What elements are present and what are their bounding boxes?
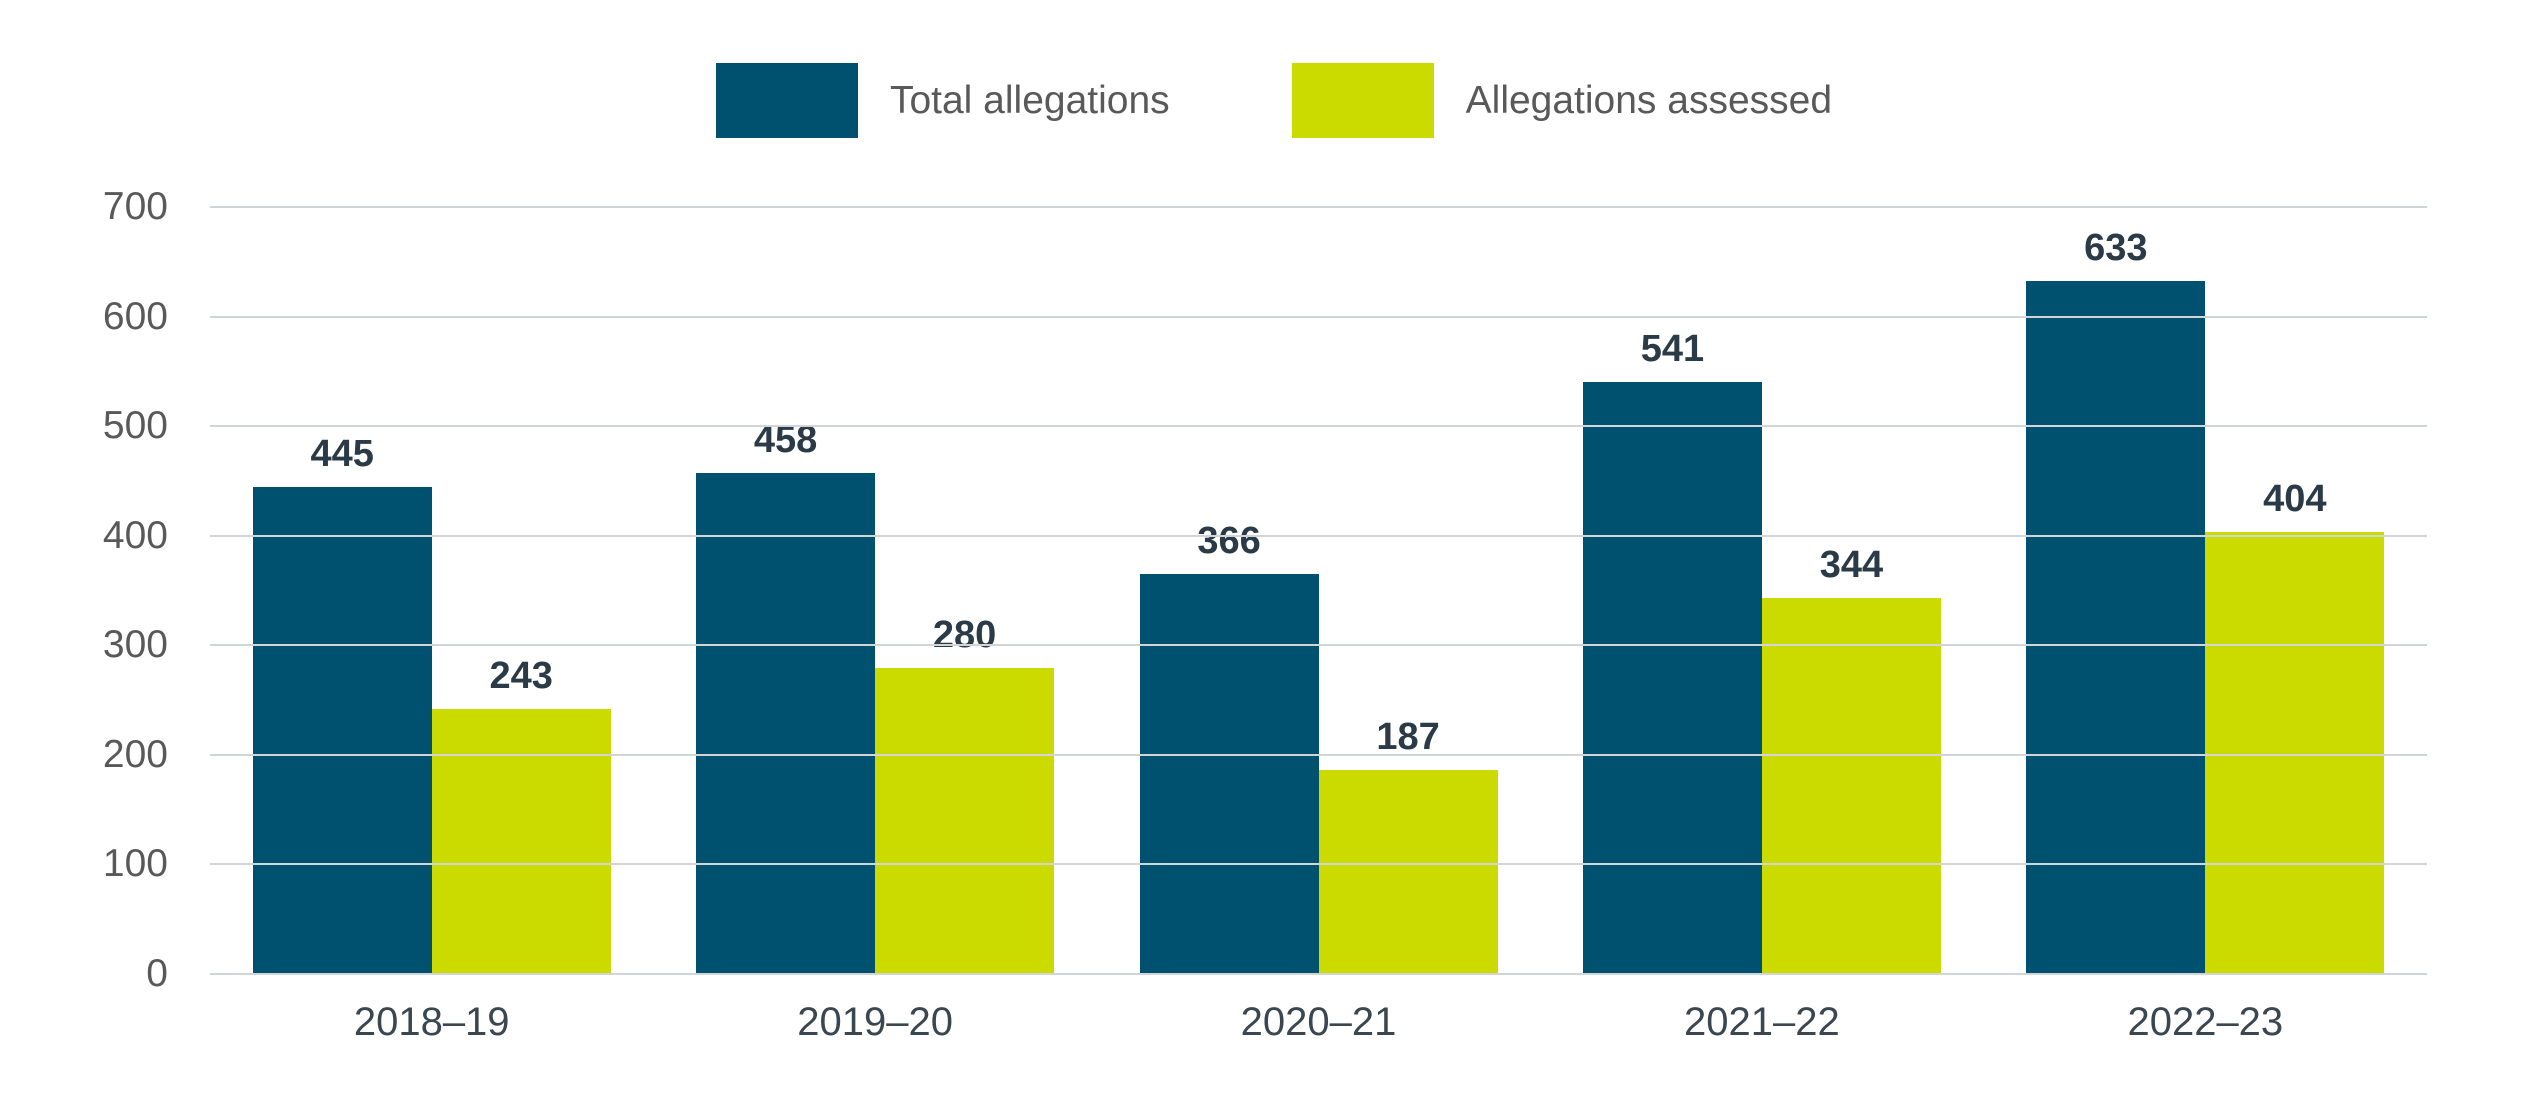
- y-tick-label: 100: [102, 842, 168, 885]
- y-tick-label: 400: [102, 514, 168, 557]
- x-category-label: 2020–21: [1240, 1000, 1397, 1044]
- y-tick-label: 300: [102, 623, 168, 666]
- y-tick-label: 700: [102, 185, 168, 228]
- bar-value-label: 541: [1640, 328, 1705, 370]
- gridline: [210, 863, 2427, 865]
- bar-value-label: 366: [1197, 520, 1261, 562]
- bar-value-label: 187: [1376, 716, 1440, 758]
- bar-group: 366 187: [1097, 208, 1540, 975]
- bar-allegations-assessed: 243: [431, 657, 611, 975]
- plot-area: 445 243 458 280 366 187 541 344 633 404 0 100 200 30…: [103, 186, 2427, 995]
- gridline: [210, 206, 2427, 208]
- x-axis-labels: 2018–19 2019–20 2020–21 2021–22 2022–23: [210, 1002, 2427, 1042]
- bar-value-label: 344: [1819, 544, 1884, 586]
- y-tick-label: 600: [102, 295, 168, 338]
- legend-label-total-allegations: Total allegations: [889, 78, 1170, 122]
- y-tick-label: 0: [146, 952, 168, 995]
- gridline: [210, 644, 2427, 646]
- bar-value-label: 633: [2084, 227, 2148, 269]
- bar-group: 633 404: [1984, 208, 2427, 975]
- bar-allegations-assessed: 280: [875, 616, 1055, 975]
- legend-swatch-total-allegations: [715, 62, 858, 138]
- gridline: [210, 754, 2427, 756]
- x-category-label: 2019–20: [797, 1000, 953, 1044]
- chart-legend: Total allegations Allegations assessed: [0, 58, 2548, 142]
- gridline: [210, 316, 2427, 318]
- bar-total-allegations: 366: [1139, 522, 1319, 975]
- x-category-label: 2021–22: [1684, 1000, 1840, 1044]
- legend-item-allegations-assessed: Allegations assessed: [1291, 62, 1833, 138]
- bar-total-allegations: 445: [252, 435, 432, 975]
- bar-total-allegations: 458: [696, 421, 876, 975]
- gridline: [210, 535, 2427, 537]
- bar-allegations-assessed: 187: [1318, 718, 1498, 975]
- bar-group: 458 280: [653, 208, 1096, 975]
- bar-value-label: 445: [310, 433, 374, 475]
- bar-groups: 445 243 458 280 366 187 541 344 633 404: [210, 208, 2427, 975]
- bar-value-label: 243: [489, 655, 553, 697]
- bar-allegations-assessed: 404: [2205, 480, 2385, 975]
- y-tick-label: 500: [102, 404, 168, 447]
- gridline: [210, 425, 2427, 427]
- bar-value-label: 404: [2263, 478, 2327, 520]
- legend-item-total-allegations: Total allegations: [715, 62, 1170, 138]
- y-tick-label: 200: [102, 733, 168, 776]
- legend-label-allegations-assessed: Allegations assessed: [1465, 78, 1833, 122]
- bar-allegations-assessed: 344: [1761, 546, 1941, 975]
- bar-total-allegations: 541: [1582, 330, 1762, 975]
- legend-swatch-allegations-assessed: [1291, 62, 1434, 138]
- bar-group: 541 344: [1540, 208, 1983, 975]
- bar-group: 445 243: [210, 208, 653, 975]
- x-category-label: 2018–19: [353, 1000, 510, 1044]
- bar-total-allegations: 633: [2026, 229, 2206, 975]
- x-category-label: 2022–23: [2127, 1000, 2284, 1044]
- bar-value-label: 458: [753, 419, 818, 461]
- bar-value-label: 280: [932, 614, 997, 656]
- gridline: [210, 973, 2427, 975]
